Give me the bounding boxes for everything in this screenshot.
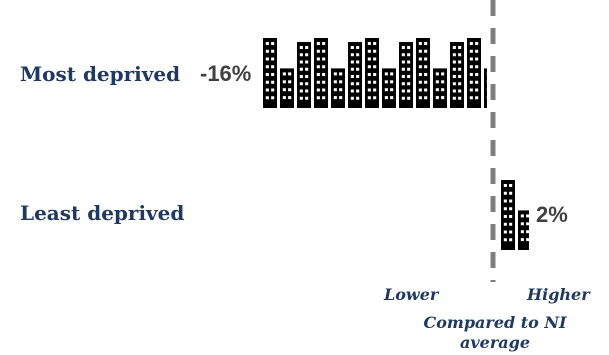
bar-least-deprived: [501, 180, 529, 250]
baseline-caption-line1: Compared to NI: [423, 313, 567, 332]
row-label-least-deprived: Least deprived: [20, 201, 185, 225]
bar-most-deprived: [263, 38, 487, 108]
lower-label: Lower: [384, 285, 439, 304]
value-label-most-deprived: -16%: [200, 61, 252, 86]
baseline-caption: Compared to NI average: [395, 313, 595, 353]
value-label-least-deprived: 2%: [536, 202, 568, 227]
bars-group: [263, 38, 529, 250]
row-label-most-deprived: Most deprived: [20, 62, 181, 86]
baseline-caption-line2: average: [459, 333, 530, 352]
higher-label: Higher: [527, 285, 590, 304]
